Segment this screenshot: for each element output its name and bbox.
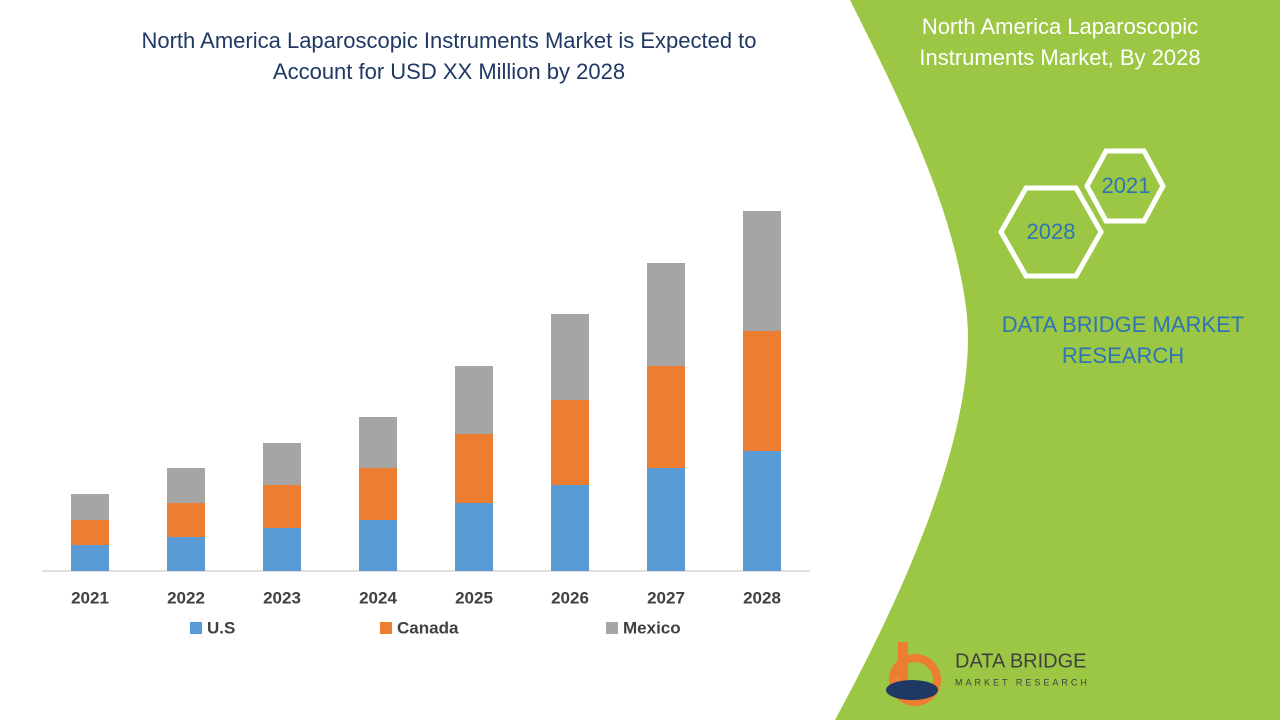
bar-segment [647,366,685,468]
legend-swatch [380,622,392,634]
bar-segment [167,468,205,503]
bar-segment [71,520,109,545]
bar-segment [455,434,493,503]
logo-mark [886,680,938,700]
bar-segment [71,494,109,520]
bar-segment [647,468,685,571]
bar-segment [263,485,301,528]
bar-segment [551,485,589,571]
brand-text: DATA BRIDGE MARKET [1002,312,1244,337]
bar-segment [743,211,781,331]
bar-segment [455,503,493,571]
chart-title: Account for USD XX Million by 2028 [273,59,625,84]
x-tick-label: 2024 [359,588,397,607]
logo-tagline: MARKET RESEARCH [955,677,1090,687]
logo-mark [889,654,941,706]
logo-name: DATA BRIDGE [955,650,1087,672]
x-tick-label: 2027 [647,588,685,607]
legend-label: U.S [207,618,235,637]
x-tick-label: 2023 [263,588,301,607]
chart-title: North America Laparoscopic Instruments M… [141,28,756,53]
brand-text: RESEARCH [1062,343,1184,368]
legend-label: Mexico [623,618,681,637]
bar-segment [263,528,301,571]
bar-segment [647,263,685,366]
bar-segment [455,366,493,434]
hexagon-label: 2021 [1102,173,1151,198]
hexagon [998,185,1104,279]
hexagon-label: 2028 [1027,219,1076,244]
side-panel [835,0,1280,720]
bar-segment [263,443,301,485]
x-tick-label: 2028 [743,588,781,607]
x-tick-label: 2025 [455,588,493,607]
bar-segment [167,503,205,537]
legend-label: Canada [397,618,459,637]
bar-segment [551,400,589,485]
panel-heading: Instruments Market, By 2028 [919,45,1200,70]
x-tick-label: 2026 [551,588,589,607]
legend-swatch [606,622,618,634]
panel-heading: North America Laparoscopic [922,14,1198,39]
bar-segment [359,468,397,520]
bar-segment [743,331,781,451]
x-tick-label: 2021 [71,588,109,607]
bar-segment [359,417,397,468]
bar-segment [167,537,205,571]
bar-segment [551,314,589,400]
hexagon [1084,148,1166,224]
logo: DATA BRIDGE MARKET RESEARCH [886,642,1090,706]
bar-segment [71,545,109,571]
x-tick-label: 2022 [167,588,205,607]
bar-segment [743,451,781,571]
legend-swatch [190,622,202,634]
bar-segment [359,520,397,571]
